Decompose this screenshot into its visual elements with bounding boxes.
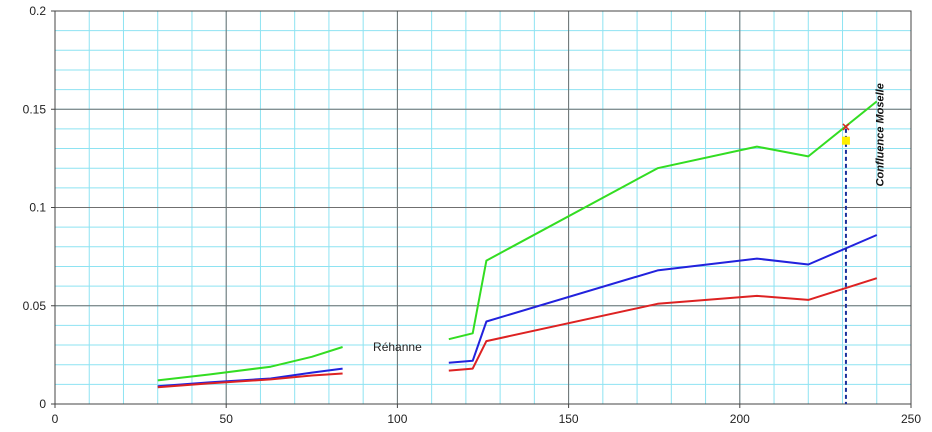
major-grid bbox=[55, 11, 911, 404]
series-0-line-segment-0 bbox=[157, 346, 343, 382]
y-tick-label: 0.15 bbox=[23, 102, 47, 116]
marker-layer bbox=[841, 123, 850, 404]
annotation-confluence-moselle: Confluence Moselle bbox=[875, 83, 887, 186]
x-tick-label: 150 bbox=[559, 412, 579, 426]
series-0-line-segment-1 bbox=[448, 100, 878, 341]
x-tick-label: 100 bbox=[387, 412, 407, 426]
y-tick-label: 0.1 bbox=[29, 201, 46, 215]
y-tick-label: 0.2 bbox=[29, 4, 46, 18]
marker-cross-stroke bbox=[842, 123, 850, 131]
series-2-line-segment-1 bbox=[448, 277, 878, 372]
y-tick-label: 0.05 bbox=[23, 299, 47, 313]
marker-square bbox=[841, 136, 850, 145]
tick-layer: 0 50 100 150 200 250 0 0.05 0.1 0.15 0.2 bbox=[23, 4, 922, 426]
annotation-rehanne: Réhanne bbox=[373, 340, 422, 354]
series-2-line-segment-0 bbox=[157, 372, 343, 389]
x-tick-label: 200 bbox=[730, 412, 750, 426]
series-layer bbox=[157, 100, 878, 389]
marker-cross bbox=[842, 123, 850, 131]
x-tick-label: 50 bbox=[220, 412, 234, 426]
x-tick-label: 0 bbox=[52, 412, 59, 426]
x-tick-label: 250 bbox=[901, 412, 921, 426]
series-1-line-segment-1 bbox=[448, 234, 878, 364]
y-tick-label: 0 bbox=[39, 397, 46, 411]
